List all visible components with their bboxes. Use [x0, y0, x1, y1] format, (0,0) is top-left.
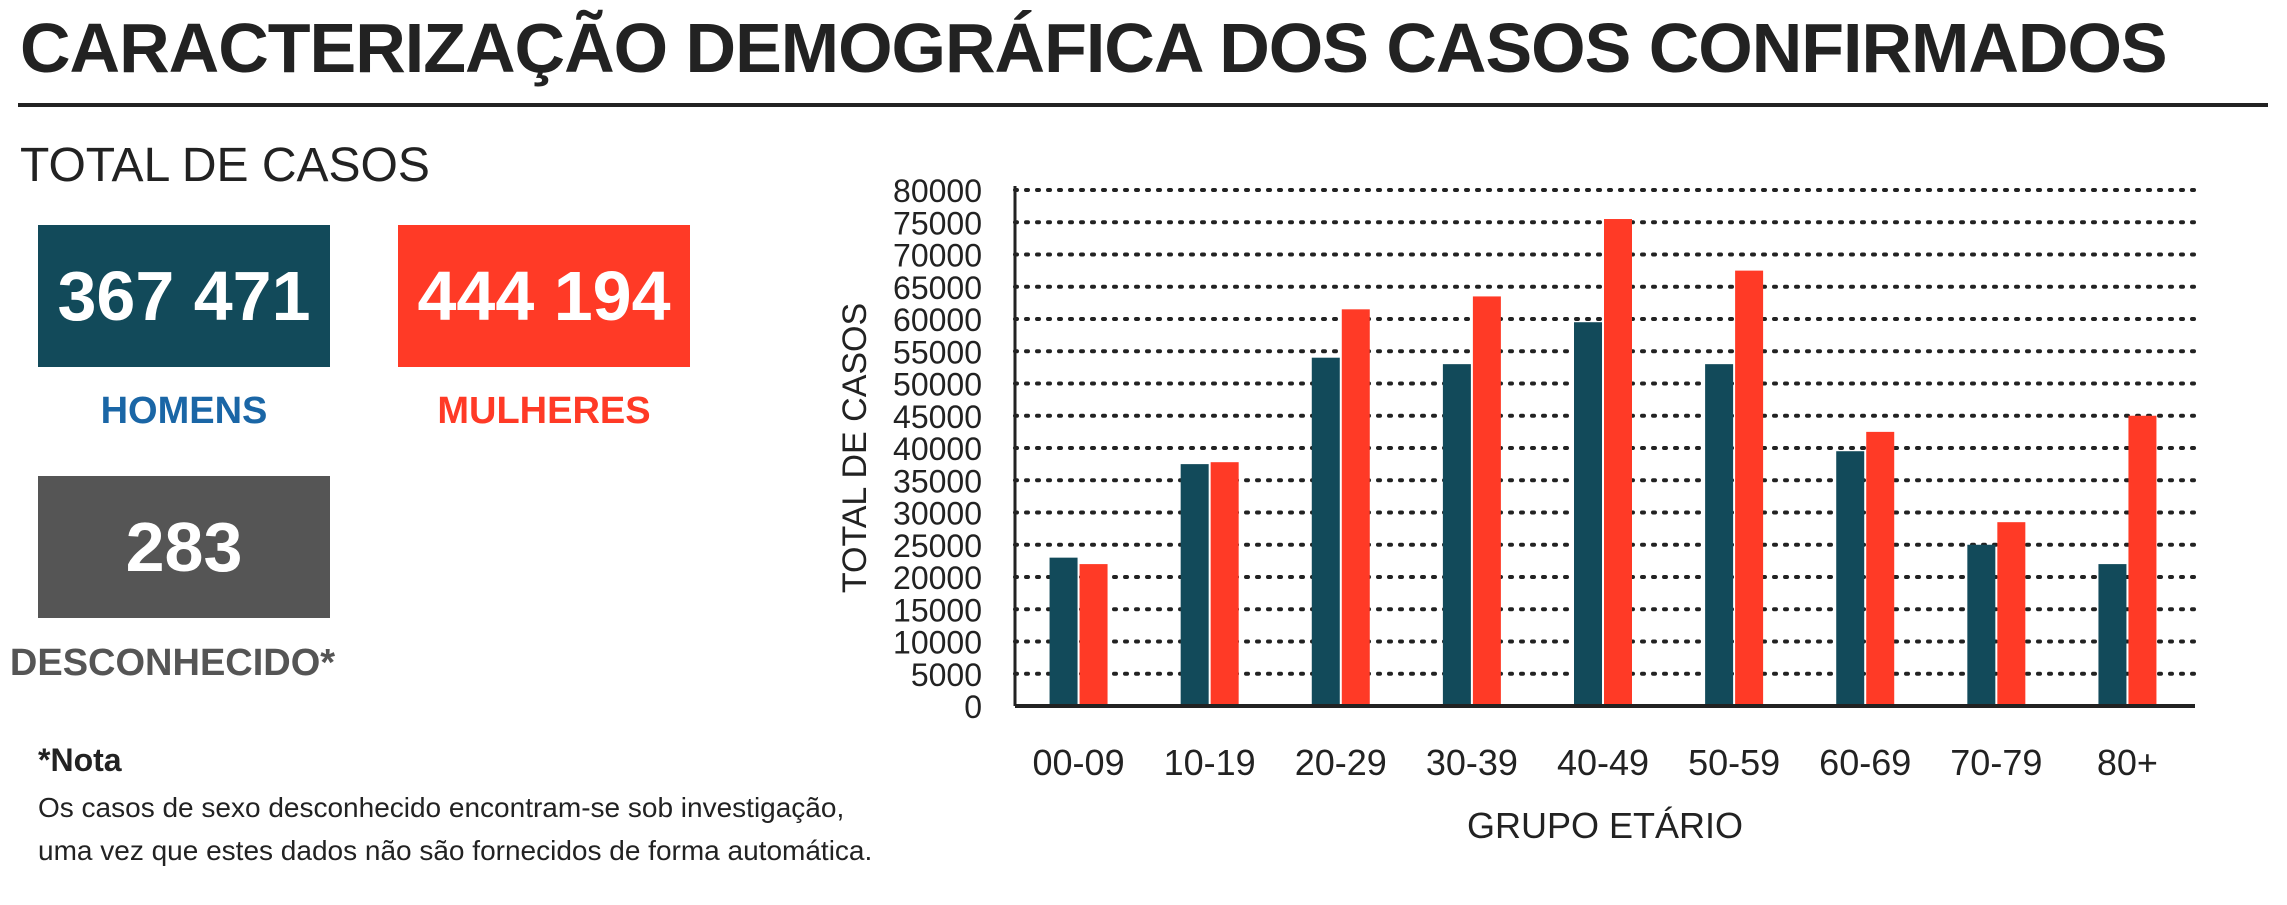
- y-axis-label: TOTAL DE CASOS: [836, 303, 874, 593]
- unknown-total-box: 283: [38, 476, 330, 618]
- bar-homens: [1311, 357, 1340, 706]
- x-tick-label: 30-39: [1426, 742, 1518, 783]
- y-tick-label: 25000: [893, 528, 982, 564]
- bar-homens: [2098, 564, 2127, 706]
- y-tick-label: 80000: [893, 173, 982, 209]
- note-title: *Nota: [38, 742, 122, 778]
- x-tick-label: 20-29: [1295, 742, 1387, 783]
- men-total-box: 367 471: [38, 225, 330, 367]
- y-tick-label: 0: [964, 689, 982, 725]
- women-total-box: 444 194: [398, 225, 690, 367]
- x-axis-label: GRUPO ETÁRIO: [1467, 805, 1743, 846]
- bar-mulheres: [1341, 309, 1370, 706]
- x-axis-ticks: 00-09 10-19 20-29 30-39 40-49 50-59 60-69 70-79…: [1033, 742, 2158, 783]
- bar-mulheres: [1079, 564, 1108, 706]
- y-tick-label: 70000: [893, 238, 982, 274]
- bar-mulheres: [1997, 522, 2026, 706]
- y-tick-label: 50000: [893, 367, 982, 403]
- x-tick-label: 40-49: [1557, 742, 1649, 783]
- y-tick-label: 20000: [893, 560, 982, 596]
- x-tick-label: 60-69: [1819, 742, 1911, 783]
- y-tick-label: 35000: [893, 463, 982, 499]
- y-axis-ticks: 0500010000150002000025000300003500040000…: [893, 173, 982, 725]
- men-label: HOMENS: [100, 390, 268, 432]
- bar-mulheres: [1472, 296, 1501, 706]
- y-tick-label: 75000: [893, 205, 982, 241]
- bar-mulheres: [1210, 462, 1239, 706]
- y-tick-label: 60000: [893, 302, 982, 338]
- y-tick-label: 40000: [893, 431, 982, 467]
- y-tick-label: 15000: [893, 592, 982, 628]
- page-title: CARACTERIZAÇÃO DEMOGRÁFICA DOS CASOS CON…: [20, 9, 2168, 87]
- bar-mulheres: [2128, 415, 2157, 706]
- bar-homens: [1967, 544, 1996, 706]
- x-tick-label: 50-59: [1688, 742, 1780, 783]
- women-label: MULHERES: [437, 390, 651, 432]
- chart-bars: [1049, 219, 2157, 706]
- y-tick-label: 55000: [893, 334, 982, 370]
- bar-homens: [1574, 322, 1602, 706]
- x-tick-label: 70-79: [1950, 742, 2042, 783]
- bar-mulheres: [1866, 431, 1895, 706]
- y-tick-label: 5000: [911, 657, 982, 693]
- x-tick-label: 00-09: [1033, 742, 1125, 783]
- x-tick-label: 80+: [2097, 742, 2158, 783]
- y-tick-label: 45000: [893, 399, 982, 435]
- bar-homens: [1705, 364, 1734, 706]
- bar-homens: [1836, 451, 1865, 706]
- title-divider: [18, 103, 2268, 107]
- x-tick-label: 10-19: [1164, 742, 1256, 783]
- note-line: Os casos de sexo desconhecido encontram-…: [38, 792, 845, 823]
- note-line: uma vez que estes dados não são fornecid…: [38, 835, 873, 866]
- unknown-label: DESCONHECIDO*: [9, 642, 336, 684]
- totals-heading: TOTAL DE CASOS: [20, 139, 430, 192]
- y-tick-label: 10000: [893, 625, 982, 661]
- bar-homens: [1049, 557, 1078, 706]
- y-tick-label: 65000: [893, 270, 982, 306]
- note-text: Os casos de sexo desconhecido encontram-…: [38, 786, 872, 872]
- bar-homens: [1180, 464, 1209, 706]
- bar-mulheres: [1735, 270, 1764, 706]
- y-tick-label: 30000: [893, 496, 982, 532]
- bar-mulheres: [1604, 219, 1632, 706]
- bar-homens: [1442, 364, 1471, 706]
